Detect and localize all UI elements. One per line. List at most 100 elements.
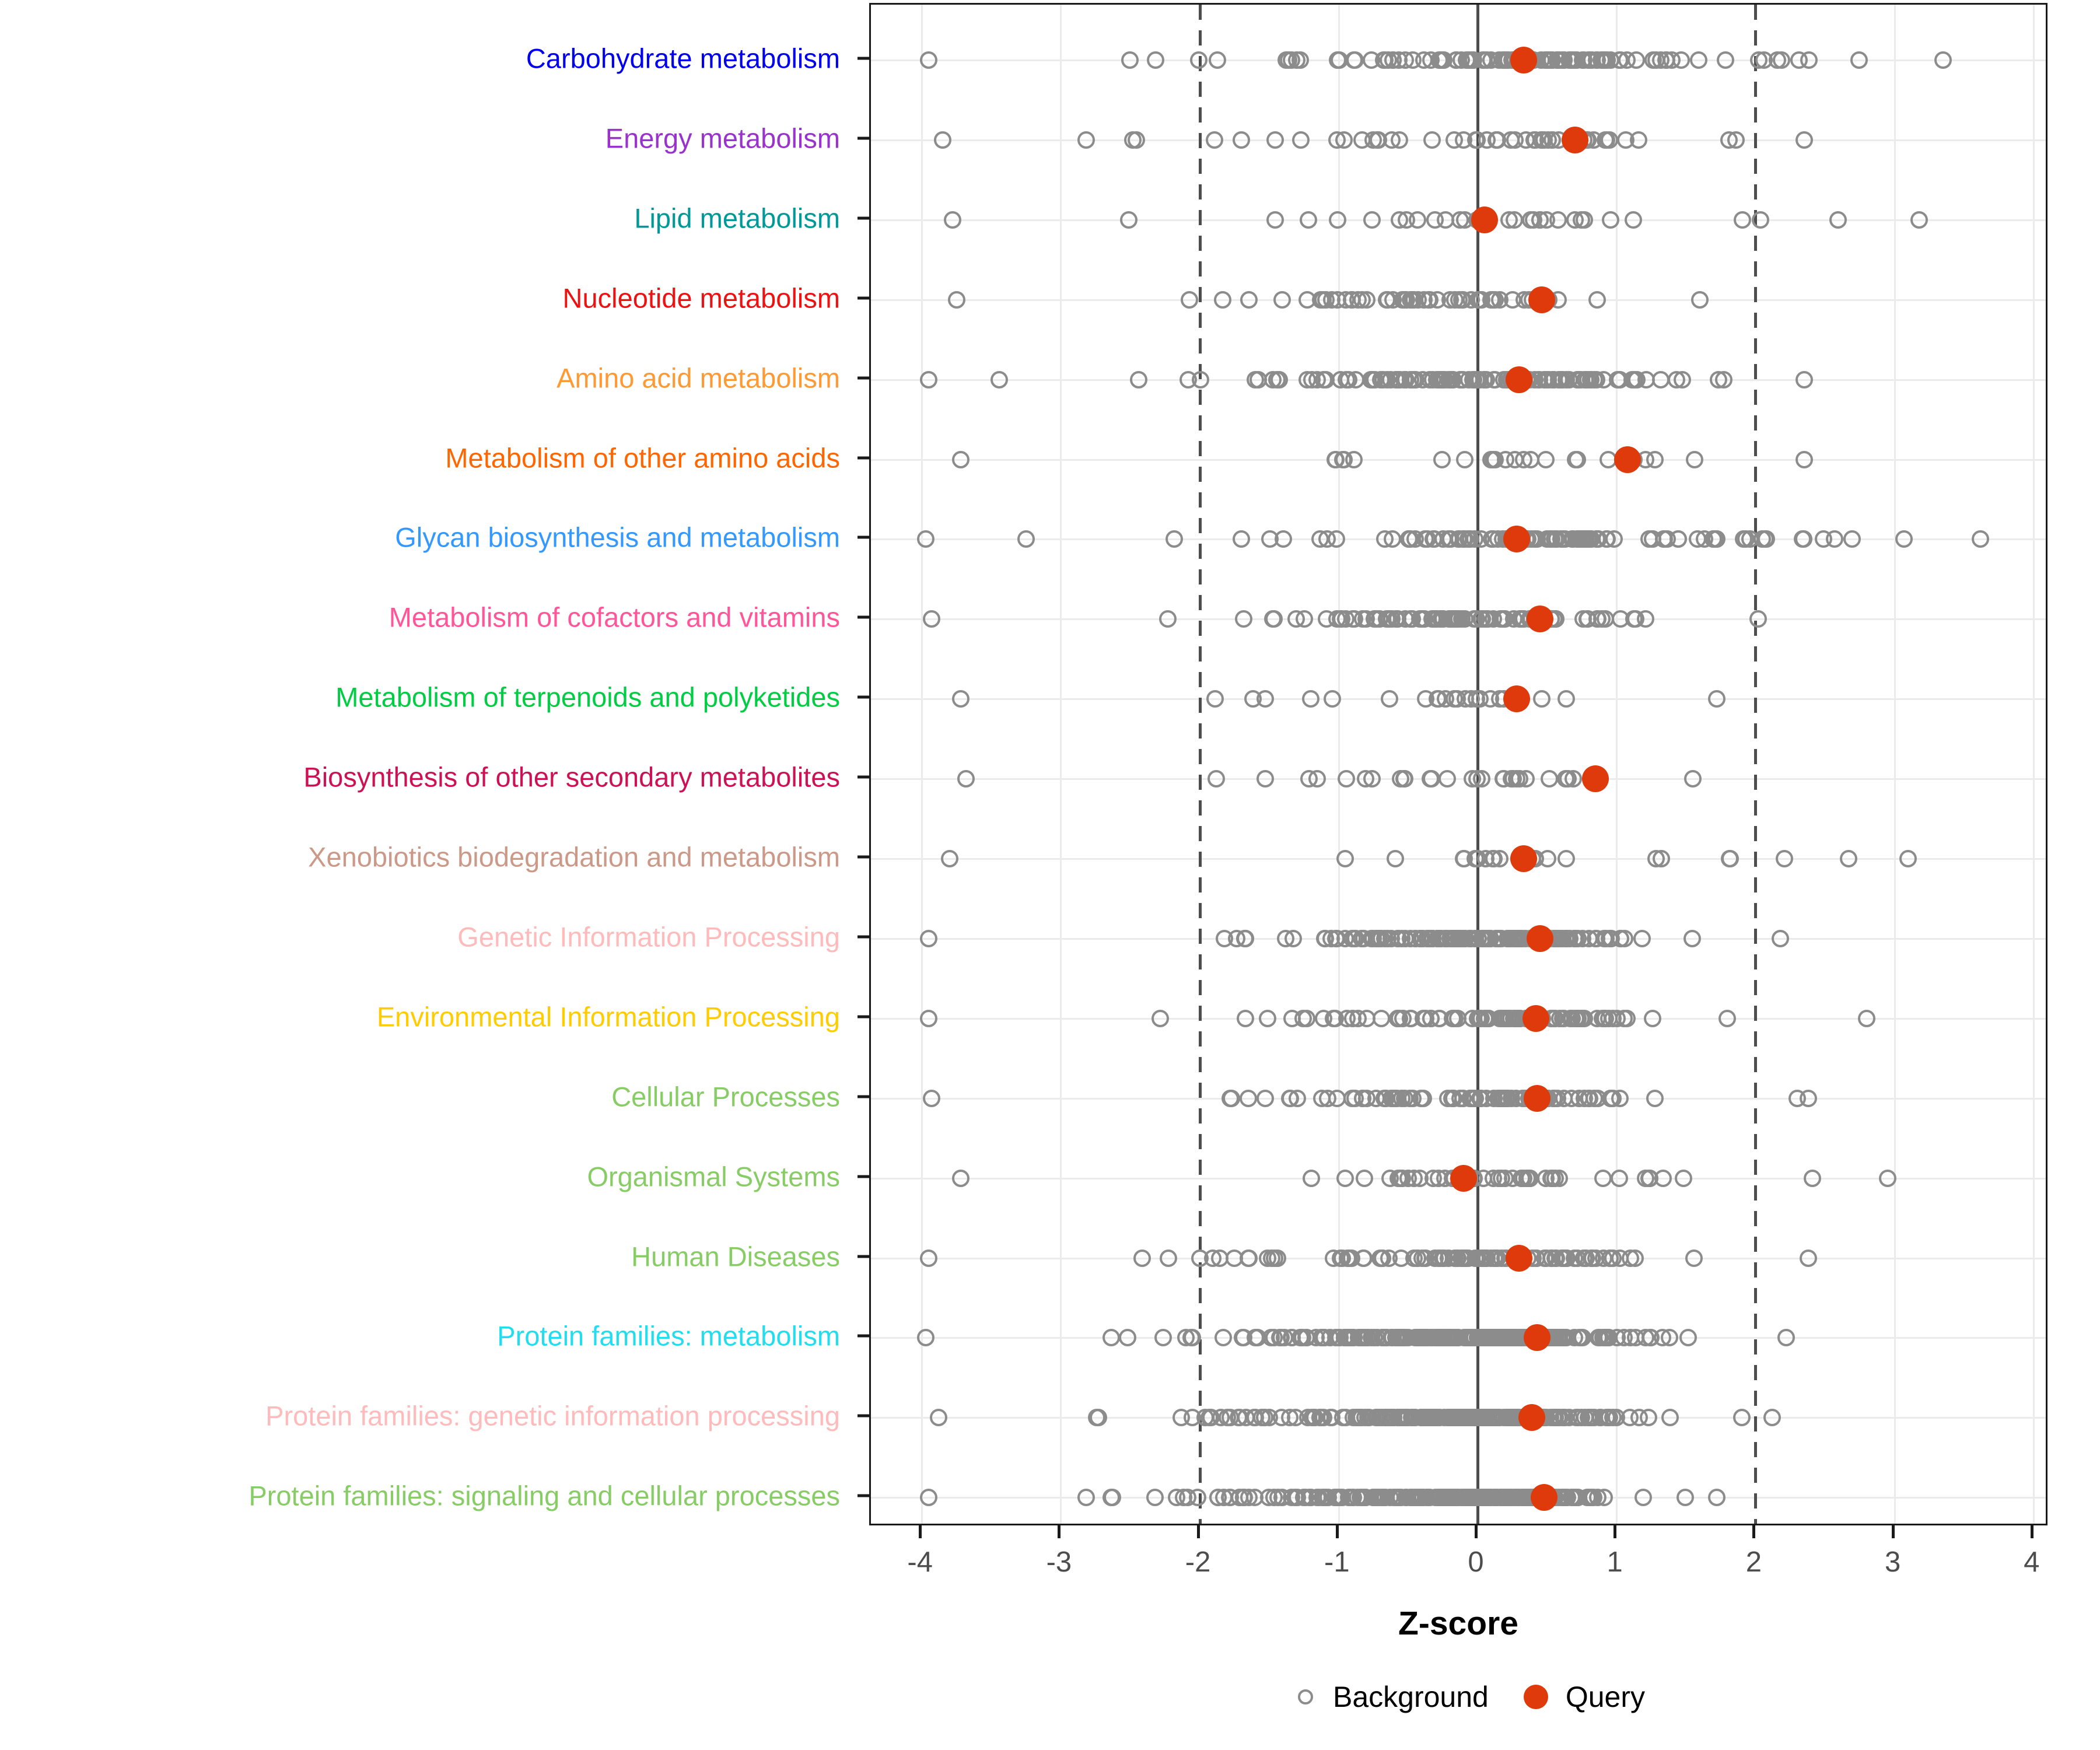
background-point: [1292, 51, 1310, 69]
background-point: [1643, 1009, 1661, 1027]
background-point: [1602, 211, 1620, 229]
background-point: [1804, 1169, 1822, 1187]
background-point: [917, 1329, 935, 1347]
vertical-gridline: [1338, 5, 1340, 1524]
y-axis-category-label: Carbohydrate metabolism: [526, 43, 840, 74]
background-point: [1554, 1009, 1572, 1027]
background-point: [1089, 1409, 1107, 1427]
background-point: [1483, 530, 1501, 548]
background-point: [1734, 211, 1752, 229]
background-point: [1386, 850, 1404, 867]
y-axis-category-label: Metabolism of cofactors and vitamins: [388, 601, 840, 633]
background-point: [1537, 450, 1555, 468]
background-point: [1298, 370, 1317, 388]
background-point: [1715, 370, 1733, 388]
background-point: [1166, 530, 1184, 548]
background-point: [1206, 690, 1224, 708]
background-point: [1326, 450, 1345, 468]
background-point: [1220, 1489, 1238, 1507]
background-point: [1488, 131, 1506, 149]
background-point: [1496, 1169, 1514, 1187]
background-point: [1646, 450, 1664, 468]
background-point: [1119, 1329, 1137, 1347]
background-point: [1640, 530, 1658, 548]
y-axis-tick: [858, 536, 869, 539]
background-point: [1303, 1169, 1321, 1187]
y-axis-category-label: Protein families: genetic information pr…: [265, 1400, 840, 1432]
threshold-reference-line: [1198, 5, 1202, 1524]
threshold-reference-line: [1754, 5, 1758, 1524]
background-point: [1608, 1409, 1626, 1427]
background-point: [1551, 370, 1569, 388]
y-axis-category-label: Environmental Information Processing: [376, 1001, 840, 1032]
background-point: [1317, 370, 1335, 388]
background-point: [1611, 1169, 1629, 1187]
background-point: [1377, 610, 1395, 628]
query-point: [1518, 1404, 1545, 1432]
y-axis-tick: [858, 216, 869, 220]
background-point: [951, 690, 970, 708]
background-point: [1604, 1089, 1622, 1107]
background-point: [1799, 1249, 1817, 1267]
y-axis-category-label: Organismal Systems: [587, 1161, 840, 1192]
y-axis-tick: [858, 695, 869, 699]
background-point: [1376, 530, 1394, 548]
y-axis-tick: [858, 1414, 869, 1418]
background-point: [1327, 929, 1345, 947]
background-point: [1423, 131, 1441, 149]
background-point: [1594, 1169, 1612, 1187]
background-point: [1414, 929, 1432, 947]
background-point: [1160, 1249, 1178, 1267]
background-point: [1491, 850, 1509, 867]
x-axis-tick: [1475, 1525, 1478, 1538]
x-axis-tick: [919, 1525, 922, 1538]
background-point: [1445, 1409, 1463, 1427]
open-circle-icon: [1298, 1689, 1313, 1704]
background-point: [1426, 1249, 1444, 1267]
background-point: [1328, 211, 1346, 229]
background-point: [1232, 530, 1250, 548]
background-point: [1363, 370, 1381, 388]
background-point: [920, 1009, 938, 1027]
background-point: [1972, 530, 1990, 548]
background-point: [1214, 1329, 1232, 1347]
background-point: [1583, 1249, 1601, 1267]
background-point: [1428, 690, 1446, 708]
background-point: [1190, 51, 1208, 69]
background-point: [1314, 290, 1332, 309]
background-point: [1537, 1249, 1555, 1267]
background-point: [1393, 1169, 1411, 1187]
background-point: [1346, 1089, 1364, 1107]
background-point: [1374, 1249, 1392, 1267]
legend: Background Query: [1298, 1680, 1645, 1714]
background-point: [1133, 1249, 1151, 1267]
background-point: [1237, 1009, 1255, 1027]
background-point: [922, 1089, 940, 1107]
query-point: [1510, 845, 1537, 872]
background-point: [1843, 530, 1861, 548]
background-point: [1657, 51, 1675, 69]
background-point: [1424, 530, 1442, 548]
background-point: [1776, 850, 1794, 867]
background-point: [1265, 610, 1283, 628]
y-axis-category-label: Lipid metabolism: [634, 202, 840, 234]
background-point: [1430, 1009, 1448, 1027]
background-point: [1772, 929, 1790, 947]
background-point: [1102, 1329, 1121, 1347]
background-point: [1777, 1329, 1795, 1347]
background-point: [1475, 1009, 1493, 1027]
query-point: [1531, 1484, 1558, 1511]
background-point: [1795, 370, 1813, 388]
background-point: [1422, 770, 1440, 788]
background-point: [1800, 51, 1818, 69]
background-point: [1180, 290, 1198, 309]
background-point: [1127, 131, 1145, 149]
background-point: [1540, 770, 1558, 788]
x-axis-tick-label: 0: [1468, 1546, 1484, 1578]
background-point: [1504, 770, 1522, 788]
x-axis-tick: [1196, 1525, 1200, 1538]
background-point: [1301, 1489, 1320, 1507]
background-point: [1247, 370, 1265, 388]
background-point: [1468, 850, 1486, 867]
background-point: [1151, 1009, 1169, 1027]
